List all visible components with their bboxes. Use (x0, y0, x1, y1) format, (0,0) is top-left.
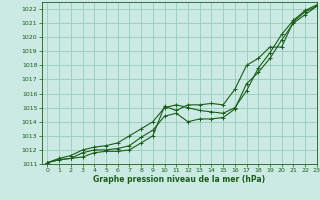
X-axis label: Graphe pression niveau de la mer (hPa): Graphe pression niveau de la mer (hPa) (93, 175, 265, 184)
